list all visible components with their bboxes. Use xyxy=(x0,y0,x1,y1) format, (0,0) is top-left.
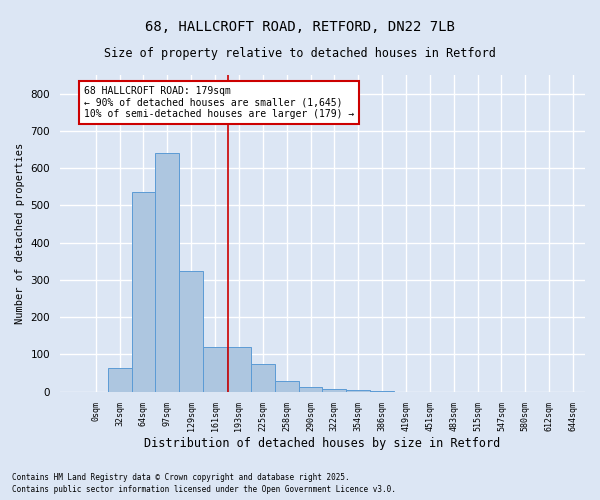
Bar xyxy=(251,364,275,392)
Bar xyxy=(275,380,299,392)
Bar xyxy=(131,192,155,392)
Bar xyxy=(203,347,227,392)
Text: 68 HALLCROFT ROAD: 179sqm
← 90% of detached houses are smaller (1,645)
10% of se: 68 HALLCROFT ROAD: 179sqm ← 90% of detac… xyxy=(84,86,354,120)
Bar xyxy=(107,368,131,392)
X-axis label: Distribution of detached houses by size in Retford: Distribution of detached houses by size … xyxy=(145,437,500,450)
Text: 68, HALLCROFT ROAD, RETFORD, DN22 7LB: 68, HALLCROFT ROAD, RETFORD, DN22 7LB xyxy=(145,20,455,34)
Text: Size of property relative to detached houses in Retford: Size of property relative to detached ho… xyxy=(104,48,496,60)
Bar xyxy=(227,347,251,392)
Bar xyxy=(322,388,346,392)
Text: Contains HM Land Registry data © Crown copyright and database right 2025.: Contains HM Land Registry data © Crown c… xyxy=(12,473,350,482)
Bar xyxy=(299,388,322,392)
Y-axis label: Number of detached properties: Number of detached properties xyxy=(15,142,25,324)
Bar xyxy=(346,390,370,392)
Bar xyxy=(179,270,203,392)
Text: Contains public sector information licensed under the Open Government Licence v3: Contains public sector information licen… xyxy=(12,486,396,494)
Bar xyxy=(155,153,179,392)
